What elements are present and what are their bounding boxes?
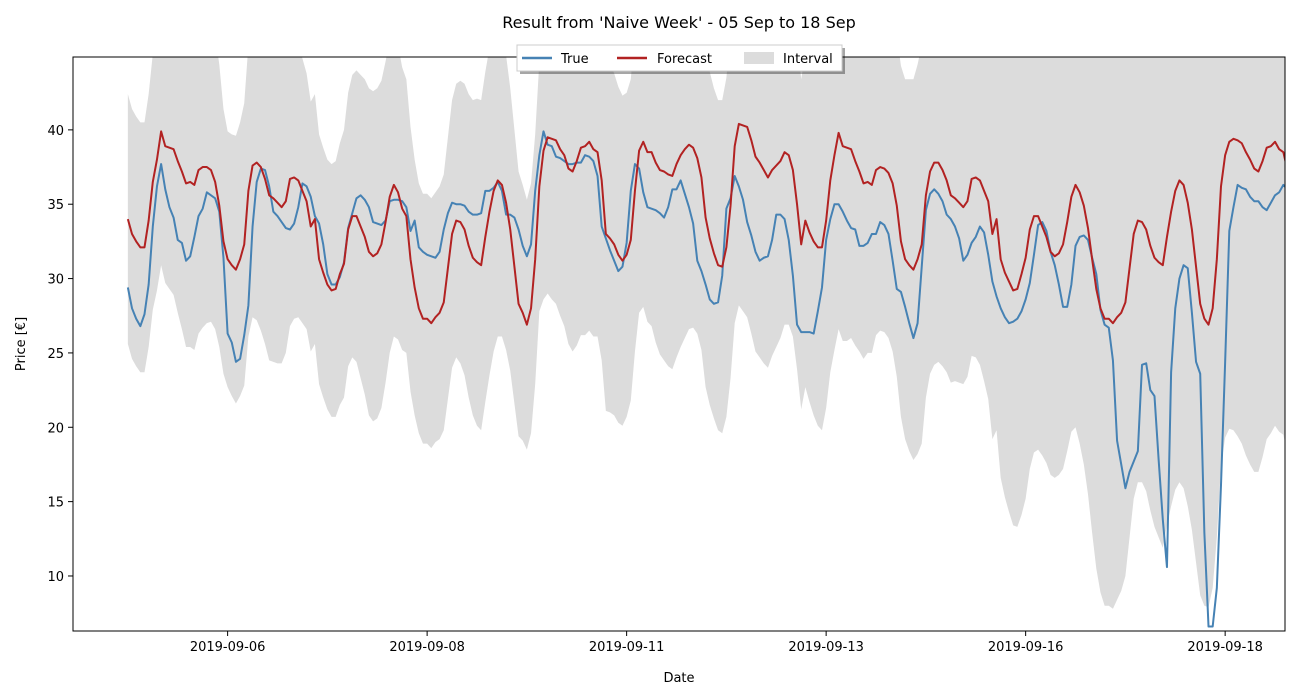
- x-axis-label: Date: [663, 671, 694, 686]
- series-line-forecast: [126, 122, 1285, 326]
- y-tick-label: 25: [47, 347, 64, 362]
- chart-title: Result from 'Naive Week' - 05 Sep to 18 …: [502, 13, 855, 32]
- legend-interval-swatch: [744, 52, 774, 64]
- x-tick-label: 2019-09-08: [389, 640, 465, 655]
- interval-band: [127, 57, 1285, 609]
- x-tick-label: 2019-09-13: [788, 640, 864, 655]
- legend: True Forecast Interval: [516, 44, 845, 74]
- legend-true-label: True: [560, 52, 589, 67]
- x-tick-label: 2019-09-11: [589, 640, 665, 655]
- y-tick-label: 20: [47, 421, 64, 436]
- series-line-true: [126, 130, 1285, 628]
- y-tick-label: 40: [47, 124, 64, 139]
- y-tick-label: 10: [47, 570, 64, 585]
- x-tick-label: 2019-09-18: [1187, 640, 1263, 655]
- x-axis: 2019-09-06 2019-09-08 2019-09-11 2019-09-13…: [190, 631, 1263, 655]
- legend-forecast-label: Forecast: [657, 52, 712, 67]
- interval-layer: [127, 57, 1285, 609]
- y-tick-label: 35: [47, 198, 64, 213]
- legend-interval-label: Interval: [783, 52, 833, 67]
- x-tick-label: 2019-09-16: [988, 640, 1064, 655]
- y-tick-label: 15: [47, 496, 64, 511]
- plot-area: [72, 56, 1286, 632]
- y-axis: 10 15 20 25 30 35 40: [47, 124, 73, 585]
- y-axis-label: Price [€]: [14, 317, 29, 371]
- y-tick-label: 30: [47, 273, 64, 288]
- series-layer: [126, 122, 1285, 628]
- x-tick-label: 2019-09-06: [190, 640, 266, 655]
- legend-box: [516, 44, 843, 72]
